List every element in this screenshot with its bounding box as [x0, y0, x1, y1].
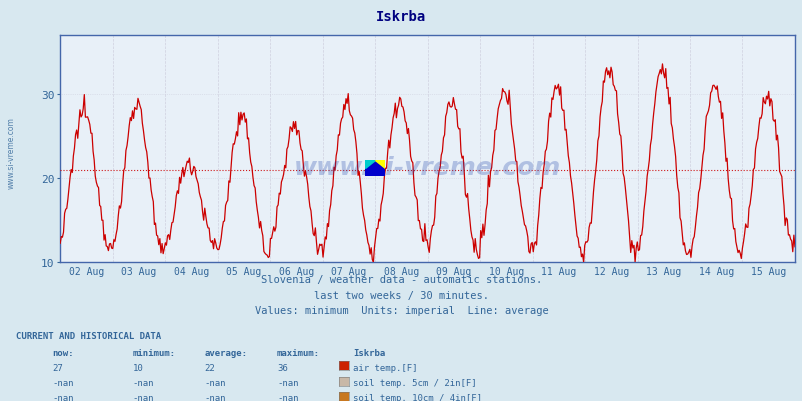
Text: now:: now: [52, 348, 74, 356]
Text: -nan: -nan [52, 378, 74, 387]
Text: minimum:: minimum: [132, 348, 176, 356]
Text: average:: average: [205, 348, 248, 356]
Text: 10: 10 [132, 363, 143, 372]
Text: soil temp. 5cm / 2in[F]: soil temp. 5cm / 2in[F] [353, 378, 476, 387]
Text: Values: minimum  Units: imperial  Line: average: Values: minimum Units: imperial Line: av… [254, 305, 548, 315]
Text: Iskrba: Iskrba [353, 348, 385, 356]
Text: 22: 22 [205, 363, 215, 372]
Text: -nan: -nan [205, 378, 226, 387]
Text: -nan: -nan [52, 393, 74, 401]
Text: last two weeks / 30 minutes.: last two weeks / 30 minutes. [314, 290, 488, 300]
Text: 27: 27 [52, 363, 63, 372]
Text: -nan: -nan [205, 393, 226, 401]
Text: -nan: -nan [132, 378, 154, 387]
Polygon shape [375, 161, 384, 169]
Text: -nan: -nan [277, 393, 298, 401]
Text: CURRENT AND HISTORICAL DATA: CURRENT AND HISTORICAL DATA [16, 331, 161, 340]
Polygon shape [365, 161, 375, 169]
Text: Slovenia / weather data - automatic stations.: Slovenia / weather data - automatic stat… [261, 275, 541, 285]
Text: www.si-vreme.com: www.si-vreme.com [294, 156, 561, 180]
Text: soil temp. 10cm / 4in[F]: soil temp. 10cm / 4in[F] [353, 393, 482, 401]
Text: maximum:: maximum: [277, 348, 320, 356]
Polygon shape [365, 161, 384, 176]
Text: Iskrba: Iskrba [376, 10, 426, 24]
Text: -nan: -nan [132, 393, 154, 401]
Text: 36: 36 [277, 363, 287, 372]
Text: www.si-vreme.com: www.si-vreme.com [6, 117, 15, 188]
Text: -nan: -nan [277, 378, 298, 387]
Text: air temp.[F]: air temp.[F] [353, 363, 417, 372]
